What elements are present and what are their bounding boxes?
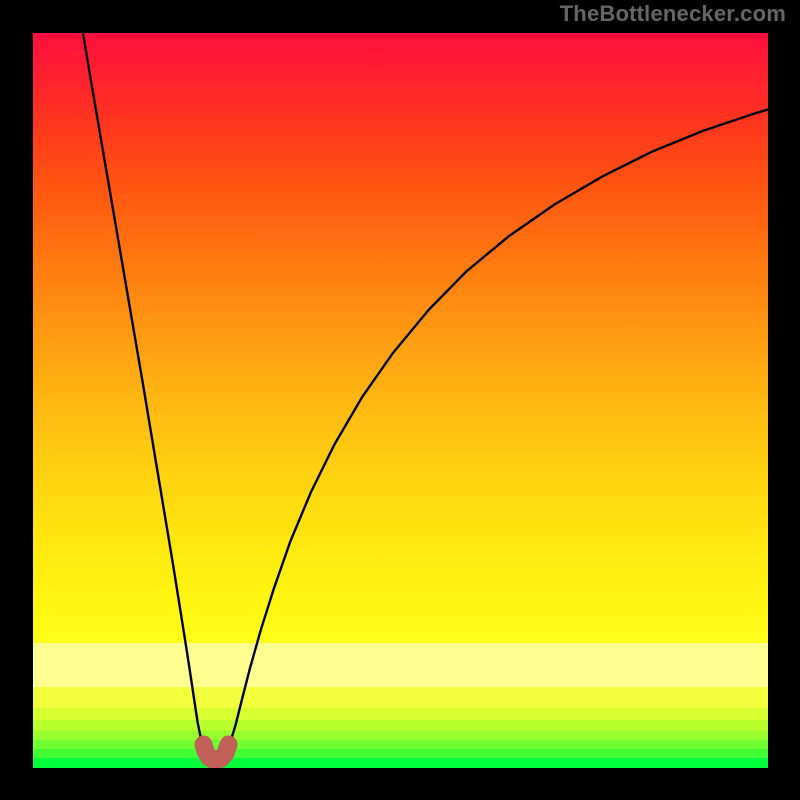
bottleneck-curve-left	[83, 33, 204, 748]
plot-area	[33, 33, 768, 768]
valley-highlight	[204, 744, 229, 760]
watermark-text: TheBottlenecker.com	[560, 1, 786, 27]
bottleneck-curve-right	[228, 109, 768, 748]
curve-layer	[33, 33, 768, 768]
outer-frame: TheBottlenecker.com	[0, 0, 800, 800]
